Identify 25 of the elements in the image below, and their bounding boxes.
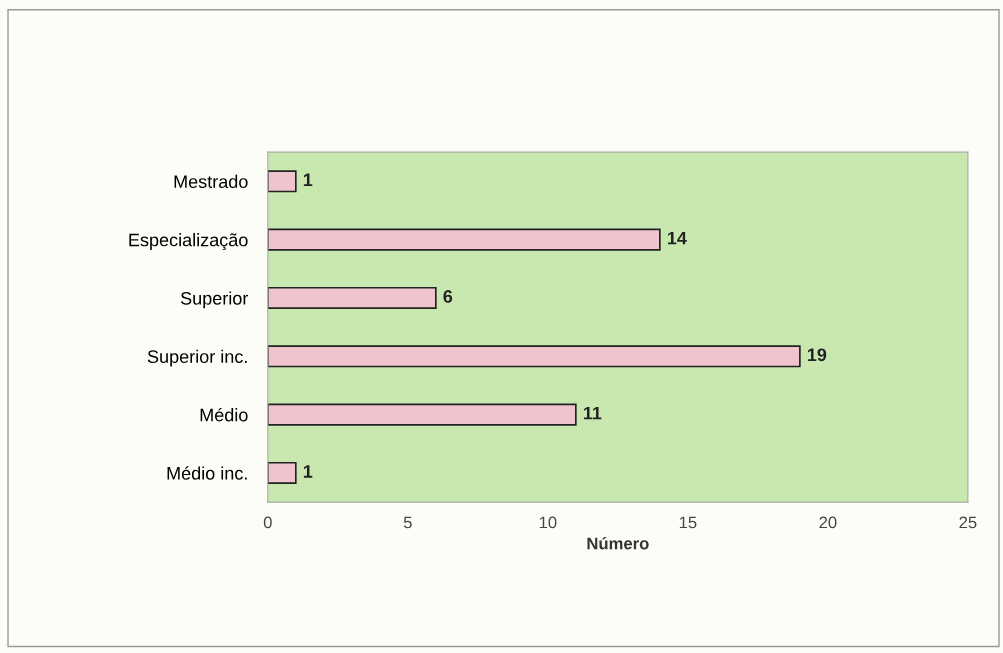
bar (267, 345, 801, 368)
x-tick-label: 25 (959, 516, 977, 529)
data-label: 19 (807, 348, 827, 362)
x-axis-title: Número (587, 536, 649, 550)
x-tick-label: 20 (819, 516, 837, 529)
y-tick-label: Superior (180, 291, 249, 309)
data-label: 11 (583, 406, 602, 420)
data-label: 1 (303, 465, 313, 478)
data-label: 14 (667, 231, 687, 245)
bar (267, 403, 577, 426)
x-tick-label: 10 (539, 516, 557, 529)
y-tick-label: Mestrado (174, 174, 248, 189)
y-tick-label: Médio inc. (167, 466, 247, 480)
bar (267, 286, 437, 310)
bar (267, 461, 297, 485)
y-tick-label: Médio (200, 407, 248, 422)
data-label: 6 (443, 290, 453, 303)
x-tick-label: 0 (263, 516, 272, 529)
x-tick-label: 5 (403, 516, 412, 529)
x-tick-label: 15 (679, 516, 697, 529)
data-label: 1 (303, 173, 313, 186)
bar (267, 170, 297, 193)
y-tick-label: Superior inc. (147, 349, 247, 367)
y-tick-label: Especialização (129, 233, 248, 251)
bar (267, 228, 661, 251)
